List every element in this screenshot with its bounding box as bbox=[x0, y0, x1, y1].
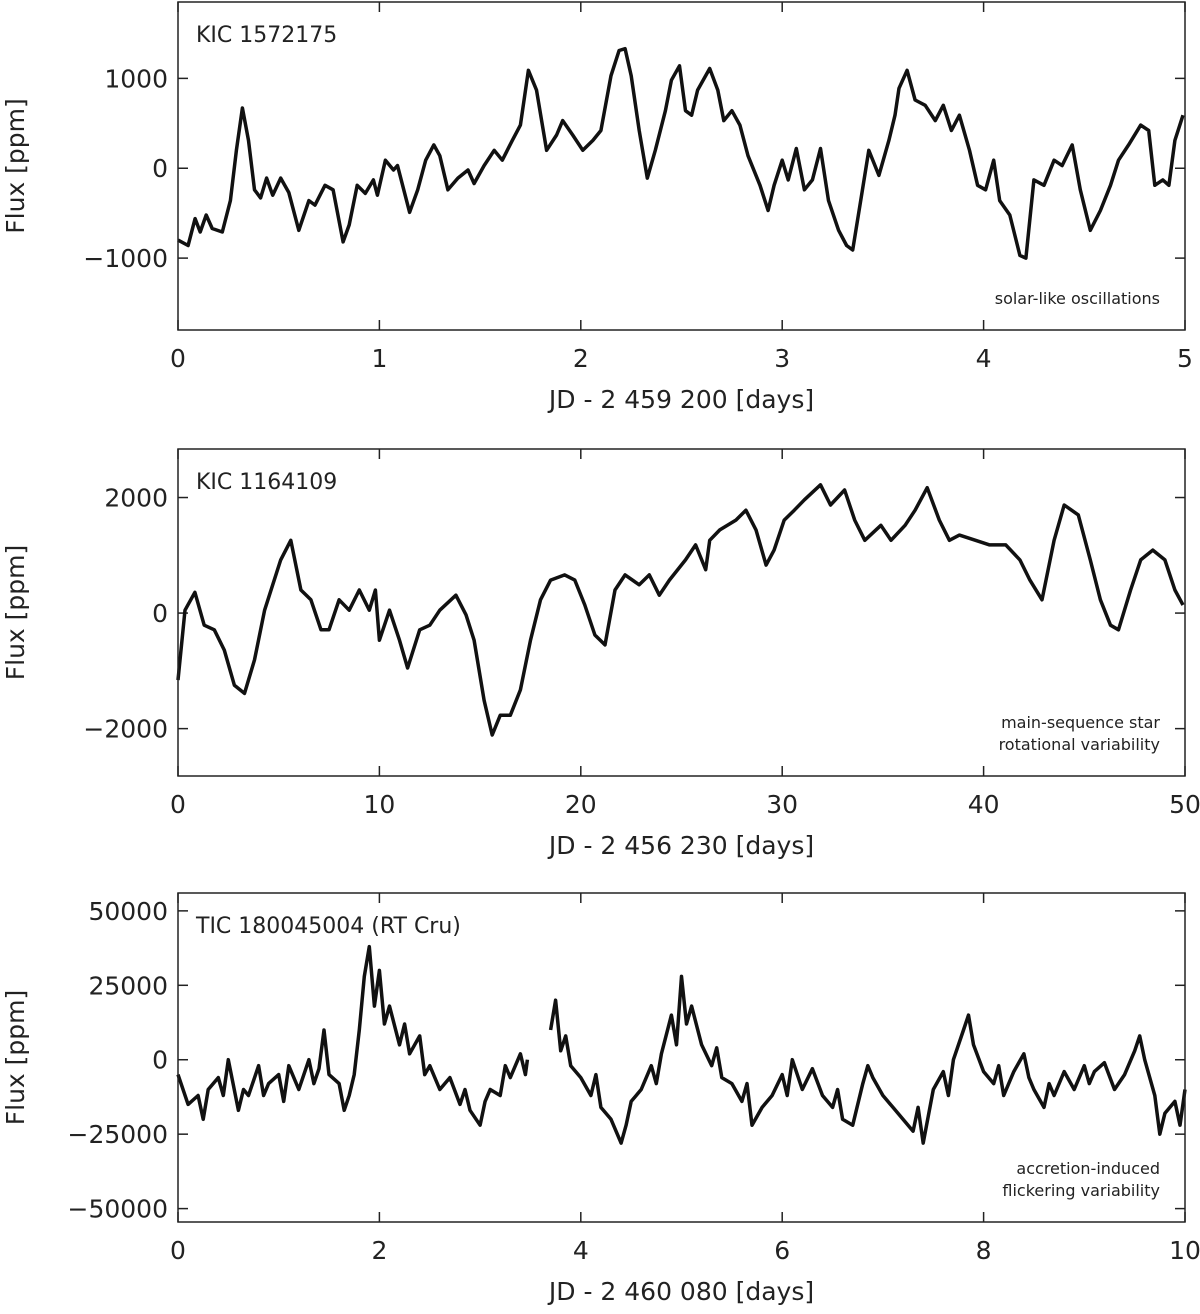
x-axis-label: JD - 2 456 230 [days] bbox=[547, 831, 814, 860]
x-tick-label: 4 bbox=[976, 344, 992, 373]
x-tick-label: 10 bbox=[1169, 1236, 1200, 1265]
flux-line bbox=[176, 944, 1187, 1145]
y-tick-label: 0 bbox=[152, 599, 168, 628]
flux-line bbox=[176, 483, 1185, 737]
x-tick-label: 40 bbox=[968, 790, 1000, 819]
y-tick-label: 0 bbox=[152, 154, 168, 183]
annotation: main-sequence star bbox=[1001, 713, 1160, 732]
y-axis-label: Flux [ppm] bbox=[1, 545, 30, 681]
annotation: rotational variability bbox=[999, 735, 1160, 754]
y-axis-label: Flux [ppm] bbox=[1, 990, 30, 1126]
x-tick-label: 30 bbox=[766, 790, 798, 819]
x-tick-label: 0 bbox=[170, 790, 186, 819]
x-tick-label: 2 bbox=[371, 1236, 387, 1265]
x-axis-label: JD - 2 460 080 [days] bbox=[547, 1277, 814, 1306]
x-tick-label: 8 bbox=[976, 1236, 992, 1265]
axes-frame bbox=[177, 1, 1186, 331]
x-tick-label: 0 bbox=[170, 1236, 186, 1265]
y-tick-label: −2000 bbox=[83, 715, 168, 744]
y-tick-label: 50000 bbox=[88, 897, 168, 926]
x-tick-label: 2 bbox=[573, 344, 589, 373]
y-tick-label: 1000 bbox=[104, 64, 168, 93]
panel-title: KIC 1164109 bbox=[196, 470, 337, 495]
x-tick-label: 1 bbox=[371, 344, 387, 373]
x-tick-label: 3 bbox=[774, 344, 790, 373]
x-tick-label: 0 bbox=[170, 344, 186, 373]
annotation: accretion-induced bbox=[1016, 1159, 1160, 1178]
x-tick-label: 10 bbox=[363, 790, 395, 819]
y-tick-label: 25000 bbox=[88, 971, 168, 1000]
y-tick-label: 2000 bbox=[104, 484, 168, 513]
annotation: flickering variability bbox=[1002, 1181, 1160, 1200]
x-axis-label: JD - 2 459 200 [days] bbox=[547, 385, 814, 414]
x-tick-label: 50 bbox=[1169, 790, 1200, 819]
x-tick-label: 20 bbox=[565, 790, 597, 819]
y-tick-label: −1000 bbox=[83, 244, 168, 273]
x-tick-label: 4 bbox=[573, 1236, 589, 1265]
x-tick-label: 5 bbox=[1177, 344, 1193, 373]
panel-title: TIC 180045004 (RT Cru) bbox=[195, 914, 461, 939]
panel-title: KIC 1572175 bbox=[196, 23, 337, 48]
annotation: solar-like oscillations bbox=[995, 289, 1160, 308]
flux-line bbox=[177, 46, 1185, 260]
y-tick-label: −50000 bbox=[68, 1195, 168, 1224]
axes-frame bbox=[177, 892, 1186, 1223]
x-tick-label: 6 bbox=[774, 1236, 790, 1265]
axes-frame bbox=[177, 448, 1186, 777]
y-axis-label: Flux [ppm] bbox=[1, 98, 30, 234]
y-tick-label: −25000 bbox=[68, 1120, 168, 1149]
y-tick-label: 0 bbox=[152, 1046, 168, 1075]
